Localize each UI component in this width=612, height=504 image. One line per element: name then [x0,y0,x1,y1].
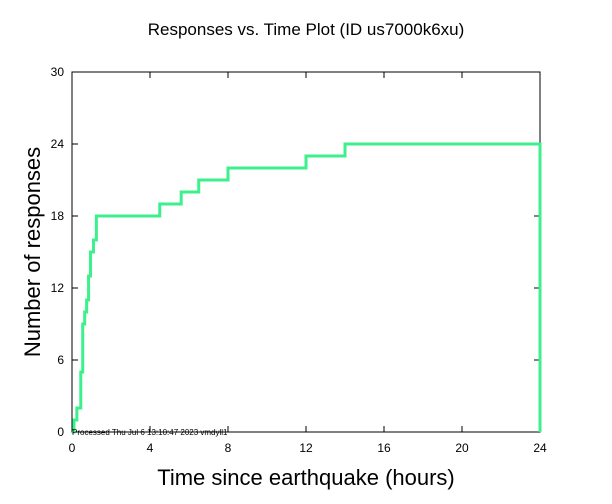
y-tick-label: 18 [51,209,65,223]
y-tick-label: 6 [57,353,64,367]
x-axis-ticks: 0 4 8 12 16 20 24 [69,72,547,455]
x-tick-label: 8 [225,441,232,455]
x-tick-label: 20 [455,441,469,455]
y-tick-label: 12 [51,281,65,295]
y-tick-label: 24 [51,137,65,151]
x-tick-label: 0 [69,441,76,455]
x-tick-label: 12 [299,441,313,455]
x-tick-label: 24 [533,441,547,455]
y-axis-label: Number of responses [20,147,45,357]
y-tick-label: 30 [51,65,65,79]
processed-annotation: Processed Thu Jul 6 13:10:47 2023 vmdyll… [72,428,228,437]
x-tick-label: 4 [147,441,154,455]
y-tick-label: 0 [57,425,64,439]
x-tick-label: 16 [377,441,391,455]
plot-frame [71,71,541,433]
x-axis-label: Time since earthquake (hours) [157,465,455,490]
y-axis-ticks: 0 6 12 18 24 30 [51,65,540,439]
chart-title: Responses vs. Time Plot (ID us7000k6xu) [148,20,465,39]
response-count-step-line [72,142,542,434]
